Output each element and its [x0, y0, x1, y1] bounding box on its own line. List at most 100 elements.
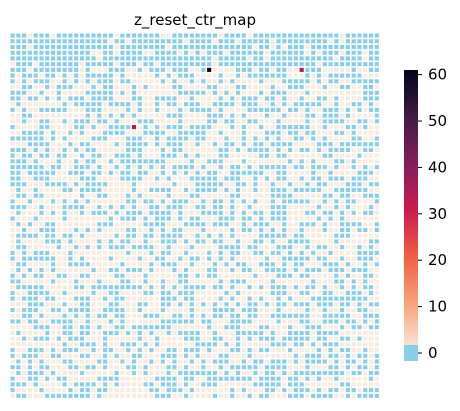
heatmap-cell [351, 147, 356, 152]
heatmap-cell [201, 62, 206, 67]
heatmap-cell [368, 102, 374, 107]
heatmap-cell [39, 308, 44, 313]
heatmap-cell [328, 182, 333, 187]
heatmap-cell [288, 119, 293, 124]
heatmap-cell [288, 205, 293, 210]
heatmap-cell [166, 353, 171, 358]
heatmap-cell [16, 79, 21, 84]
heatmap-cell [311, 262, 316, 267]
heatmap-cell [160, 67, 165, 72]
heatmap-cell [97, 222, 102, 227]
heatmap-cell [241, 279, 246, 284]
heatmap-cell [363, 233, 368, 238]
heatmap-cell [39, 119, 44, 124]
heatmap-cell [22, 239, 27, 244]
heatmap-cell [74, 159, 79, 164]
heatmap-cell [62, 330, 67, 335]
heatmap-cell [68, 325, 73, 330]
heatmap-cell [374, 365, 379, 370]
heatmap-cell [276, 382, 281, 387]
heatmap-cell [68, 290, 73, 295]
heatmap-cell [16, 302, 21, 307]
heatmap-cell [79, 130, 85, 135]
heatmap-cell [224, 67, 229, 72]
heatmap-cell [374, 147, 379, 152]
heatmap-cell [357, 250, 362, 255]
heatmap-cell [172, 73, 177, 78]
heatmap-cell [247, 147, 252, 152]
heatmap-cell [155, 233, 160, 238]
heatmap-cell [33, 239, 38, 244]
heatmap-cell [212, 39, 218, 44]
heatmap-cell [247, 50, 252, 55]
heatmap-cell [137, 330, 142, 335]
heatmap-cell [253, 342, 258, 347]
heatmap-cell [56, 187, 61, 193]
heatmap-cell [253, 319, 258, 324]
heatmap-cell [10, 330, 15, 335]
heatmap-cell [166, 388, 171, 393]
heatmap-cell [149, 216, 154, 221]
heatmap-cell [293, 227, 298, 233]
heatmap-cell [264, 245, 270, 250]
heatmap-cell [253, 90, 258, 95]
heatmap-cell [207, 353, 212, 358]
heatmap-cell [79, 147, 85, 152]
heatmap-cell [316, 279, 322, 284]
heatmap-cell [224, 250, 229, 255]
heatmap-cell [183, 125, 189, 130]
heatmap-cell [131, 239, 137, 244]
heatmap-cell [16, 84, 21, 90]
heatmap-cell [155, 107, 160, 112]
heatmap-cell [340, 187, 345, 193]
heatmap-cell [50, 296, 56, 301]
heatmap-cell [316, 376, 322, 381]
heatmap-cell [149, 210, 154, 215]
heatmap-cell [235, 73, 241, 78]
heatmap-cell [166, 136, 171, 141]
heatmap-cell [50, 273, 56, 278]
heatmap-cell [74, 205, 79, 210]
heatmap-cell [178, 153, 183, 158]
heatmap-cell [108, 285, 113, 290]
heatmap-cell [241, 319, 246, 324]
heatmap-cell [340, 125, 345, 130]
heatmap-cell [334, 296, 339, 301]
heatmap-cell [108, 159, 113, 164]
heatmap-cell [126, 365, 131, 370]
heatmap-cell [50, 210, 56, 215]
heatmap-cell [120, 153, 125, 158]
heatmap-cell [345, 313, 350, 318]
heatmap-cell [247, 233, 252, 238]
heatmap-cell [235, 107, 241, 112]
heatmap-cell [189, 359, 194, 364]
heatmap-cell [340, 296, 345, 301]
heatmap-cell [212, 113, 218, 118]
heatmap-cell [316, 216, 322, 221]
heatmap-cell [16, 239, 21, 244]
heatmap-cell [212, 193, 218, 198]
heatmap-cell [27, 165, 33, 170]
heatmap-cell [33, 187, 38, 193]
heatmap-cell [10, 199, 15, 204]
heatmap-cell [10, 365, 15, 370]
heatmap-cell [97, 170, 102, 175]
heatmap-cell [351, 107, 356, 112]
heatmap-cell [288, 79, 293, 84]
heatmap-cell [155, 142, 160, 147]
heatmap-cell [27, 370, 33, 376]
heatmap-cell [368, 119, 374, 124]
heatmap-cell [351, 245, 356, 250]
heatmap-cell [27, 348, 33, 353]
heatmap-cell [137, 365, 142, 370]
heatmap-cell [120, 107, 125, 112]
heatmap-cell [316, 205, 322, 210]
heatmap-cell [108, 359, 113, 364]
heatmap-cell [288, 382, 293, 387]
heatmap-cell [247, 44, 252, 50]
heatmap-cell [131, 67, 137, 72]
heatmap-cell [56, 119, 61, 124]
heatmap-cell [259, 170, 264, 175]
heatmap-cell [363, 102, 368, 107]
heatmap-cell [328, 84, 333, 90]
